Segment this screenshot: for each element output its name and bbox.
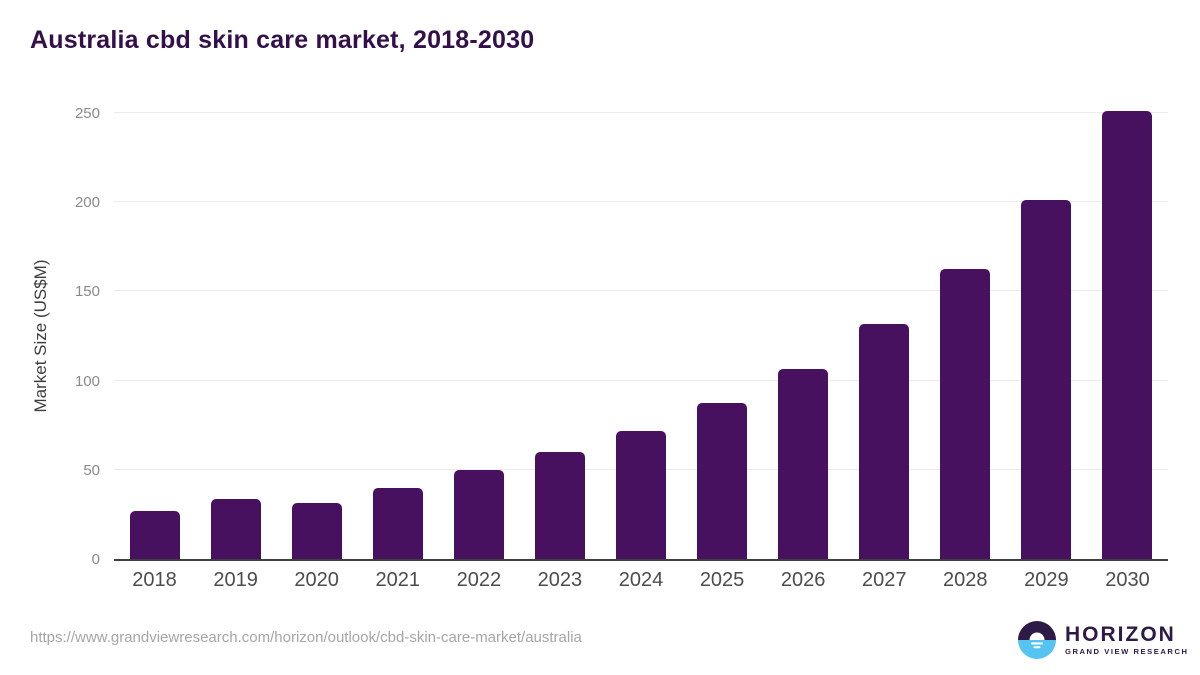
x-tick-label-2029: 2029: [1024, 569, 1069, 591]
y-tick-label-100: 100: [74, 372, 100, 390]
chart-title: Australia cbd skin care market, 2018-203…: [30, 26, 535, 54]
x-tick-label-2030: 2030: [1105, 569, 1150, 591]
bar-2019: [210, 499, 261, 559]
x-tick-label-2020: 2020: [294, 569, 339, 591]
logo-subtitle: GRAND VIEW RESEARCH: [1065, 647, 1189, 657]
x-tick-label-2022: 2022: [456, 569, 502, 591]
horizon-sun-icon: [1018, 621, 1056, 659]
gridline-250: [114, 112, 1168, 113]
x-tick-label-2027: 2027: [861, 569, 907, 591]
bar-2027: [859, 324, 910, 559]
x-tick-label-2021: 2021: [375, 569, 421, 591]
y-tick-label-150: 150: [74, 283, 100, 301]
bar-2023: [534, 452, 585, 559]
gridline-200: [114, 201, 1168, 203]
logo-text: HORIZON GRAND VIEW RESEARCH: [1065, 624, 1189, 656]
y-tick-label-50: 50: [83, 461, 100, 479]
bar-2028: [940, 269, 991, 559]
x-tick-label-2025: 2025: [699, 569, 745, 591]
gridline-150: [114, 290, 1168, 292]
y-tick-label-250: 250: [74, 105, 100, 122]
bar-2029: [1021, 199, 1072, 559]
x-tick-label-2019: 2019: [213, 569, 258, 591]
x-tick-label-2018: 2018: [132, 569, 177, 591]
bar-2026: [778, 368, 829, 559]
logo-brand: HORIZON: [1065, 623, 1176, 647]
y-tick-label-200: 200: [74, 194, 100, 212]
bar-2024: [616, 430, 666, 559]
plot-area: [114, 110, 1168, 561]
x-tick-label-2026: 2026: [780, 569, 826, 591]
bar-2020: [291, 503, 342, 559]
bar-2022: [453, 470, 504, 559]
x-tick-label-2023: 2023: [537, 569, 583, 591]
bar-2018: [129, 510, 180, 559]
bar-2021: [372, 487, 423, 559]
y-axis-ticks: 0 50 100 150 200 250: [0, 105, 100, 568]
bar-2025: [697, 403, 748, 559]
x-tick-label-2024: 2024: [618, 569, 664, 591]
x-tick-label-2028: 2028: [943, 569, 988, 591]
source-url: https://www.grandviewresearch.com/horizo…: [30, 629, 582, 646]
gridline-100: [114, 379, 1168, 381]
horizon-logo: HORIZON GRAND VIEW RESEARCH: [1018, 621, 1189, 659]
x-axis-labels: 2018 2019 2020 2021 2022 2023 2024 2025 2026 2027…: [114, 569, 1168, 595]
bar-2030: [1102, 110, 1153, 559]
y-tick-label-0: 0: [91, 551, 100, 568]
